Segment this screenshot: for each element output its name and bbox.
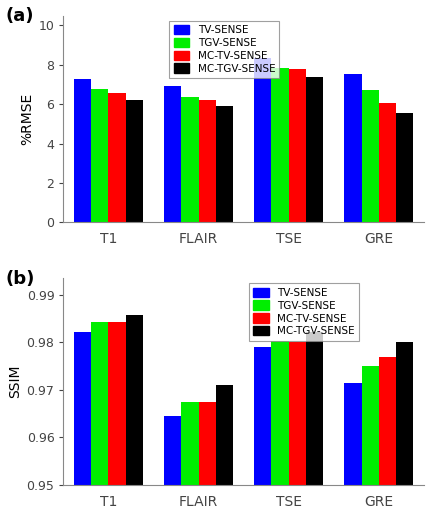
Bar bbox=[378, 103, 396, 222]
Bar bbox=[396, 113, 413, 222]
Bar bbox=[396, 342, 413, 485]
Bar bbox=[164, 416, 181, 485]
Bar bbox=[271, 341, 289, 485]
Text: (a): (a) bbox=[6, 7, 34, 25]
Bar bbox=[126, 315, 143, 485]
Bar bbox=[344, 383, 362, 485]
Bar bbox=[91, 323, 108, 485]
Bar bbox=[74, 79, 91, 222]
Bar bbox=[108, 94, 126, 222]
Bar bbox=[216, 385, 233, 485]
Bar bbox=[216, 106, 233, 222]
Bar bbox=[164, 86, 181, 222]
Bar bbox=[306, 77, 323, 222]
Bar bbox=[108, 322, 126, 485]
Bar bbox=[362, 90, 378, 222]
Bar bbox=[181, 97, 198, 222]
Bar bbox=[198, 402, 216, 485]
Text: (b): (b) bbox=[6, 270, 35, 288]
Bar bbox=[181, 402, 198, 485]
Bar bbox=[362, 366, 378, 485]
Bar bbox=[378, 357, 396, 485]
Bar bbox=[271, 68, 289, 222]
Bar bbox=[289, 69, 306, 222]
Legend: TV-SENSE, TGV-SENSE, MC-TV-SENSE, MC-TGV-SENSE: TV-SENSE, TGV-SENSE, MC-TV-SENSE, MC-TGV… bbox=[249, 283, 359, 341]
Y-axis label: %RMSE: %RMSE bbox=[20, 93, 34, 145]
Bar bbox=[254, 58, 271, 222]
Y-axis label: SSIM: SSIM bbox=[8, 365, 22, 398]
Bar bbox=[344, 73, 362, 222]
Bar bbox=[198, 100, 216, 222]
Bar bbox=[254, 347, 271, 485]
Bar bbox=[306, 332, 323, 485]
Bar bbox=[289, 342, 306, 485]
Legend: TV-SENSE, TGV-SENSE, MC-TV-SENSE, MC-TGV-SENSE: TV-SENSE, TGV-SENSE, MC-TV-SENSE, MC-TGV… bbox=[169, 21, 280, 78]
Bar bbox=[126, 100, 143, 222]
Bar bbox=[74, 332, 91, 485]
Bar bbox=[91, 89, 108, 222]
